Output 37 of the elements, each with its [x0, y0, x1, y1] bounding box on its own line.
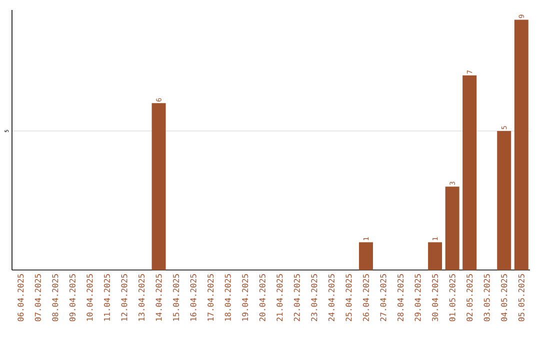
- x-tick-label: 06.04.2025: [18, 274, 24, 322]
- x-tick-label: 24.04.2025: [328, 274, 334, 322]
- x-tick-label: 16.04.2025: [190, 274, 196, 321]
- x-tick-label: 22.04.2025: [294, 274, 300, 322]
- x-tick-label: 01.05.2025: [449, 274, 456, 322]
- x-tick-label: 19.04.2025: [242, 274, 248, 321]
- x-tick-label: 26.04.2025: [362, 274, 369, 322]
- bar: [358, 242, 373, 270]
- x-tick-label: 25.04.2025: [346, 274, 352, 322]
- x-tick-label: 13.04.2025: [138, 274, 145, 321]
- bar: [428, 242, 442, 270]
- bar: [497, 130, 512, 270]
- x-tick-label: 17.04.2025: [208, 274, 214, 321]
- x-tick-label: 29.04.2025: [414, 274, 421, 322]
- x-tick-label: 15.04.2025: [173, 274, 180, 321]
- x-tick-label: 09.04.2025: [69, 274, 76, 322]
- x-tick-label: 23.04.2025: [311, 274, 318, 322]
- x-tick-label: 02.05.2025: [466, 274, 473, 322]
- bar: [152, 103, 166, 270]
- x-tick-label: 03.05.2025: [484, 274, 490, 322]
- x-tick-label: 11.04.2025: [104, 274, 110, 321]
- x-tick-label: 21.04.2025: [276, 274, 283, 322]
- x-tick-label: 04.05.2025: [501, 274, 508, 322]
- x-tick-label: 10.04.2025: [86, 274, 93, 321]
- x-tick-label: 28.04.2025: [397, 274, 404, 322]
- x-tick-label: 08.04.2025: [52, 274, 58, 322]
- x-tick-label: 30.04.2025: [432, 274, 438, 322]
- x-tick-label: 05.05.2025: [518, 274, 524, 322]
- bar: [445, 186, 460, 270]
- x-tick-label: 14.04.2025: [156, 274, 162, 321]
- x-tick-label: 07.04.2025: [34, 274, 41, 322]
- x-tick-label: 12.04.2025: [121, 274, 128, 321]
- x-tick-label: 18.04.2025: [224, 274, 231, 321]
- x-tick-label: 20.04.2025: [259, 274, 266, 322]
- x-tick-label: 27.04.2025: [380, 274, 386, 322]
- bar: [514, 20, 528, 270]
- bar: [462, 75, 477, 270]
